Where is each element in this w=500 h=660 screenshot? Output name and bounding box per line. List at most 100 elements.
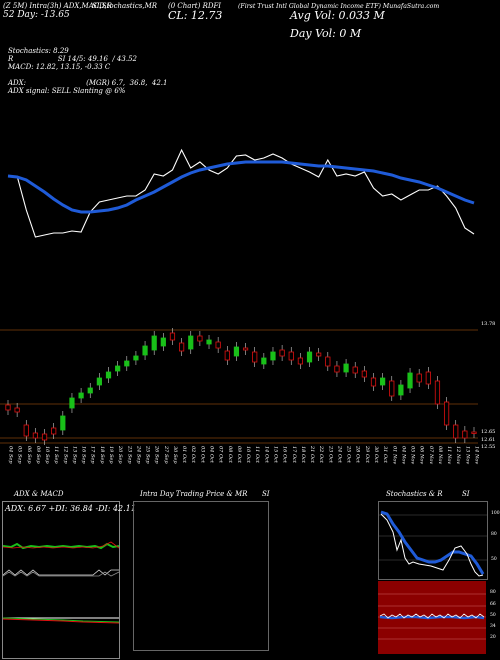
candle: [261, 357, 267, 365]
date-tick-label: 11 Nov: [446, 446, 452, 464]
stoch-tick-100: 100: [491, 511, 500, 516]
date-tick-label: 30 Oct: [373, 446, 379, 464]
close-price: CL: 12.73: [168, 9, 223, 22]
date-tick-label: 26 Sep: [154, 445, 160, 464]
candle: [316, 352, 322, 357]
price-line: [8, 148, 475, 238]
date-axis: 04 Sep 05 Sep 06 Sep 09 Sep 10 Sep 11 Sep 12 S…: [8, 445, 480, 464]
date-tick-label: 13 Nov: [464, 446, 470, 464]
date-tick-label: 20 Sep: [117, 445, 123, 464]
stochastics-line-chart: [7, 148, 475, 238]
candle: [325, 356, 331, 367]
date-tick-label: 03 Oct: [199, 446, 205, 464]
stock-code: (0 Chart) RDFI: [168, 2, 222, 10]
intraday-panel: [133, 501, 269, 651]
rsi-tag: SI,Stochastics,MR: [92, 2, 158, 10]
date-tick-label: 08 Nov: [437, 446, 443, 464]
candle: [160, 337, 166, 347]
candle: [41, 433, 48, 441]
candle: [188, 335, 194, 350]
date-tick-label: 04 Oct: [209, 446, 215, 464]
chart-meta: (Z 5M) Intra(3h) ADX,MACD,R: [3, 2, 112, 10]
date-tick-label: 09 Sep: [35, 446, 41, 464]
price-label-4: 12.55: [481, 444, 495, 450]
date-tick-label: 09 Oct: [236, 446, 242, 464]
date-tick-label: 04 Nov: [400, 446, 406, 464]
candle: [23, 424, 29, 437]
candle: [215, 341, 221, 349]
date-tick-label: 14 Nov: [474, 446, 480, 464]
date-tick-label: 24 Oct: [336, 445, 342, 464]
candle: [105, 371, 112, 379]
candle: [224, 350, 230, 361]
rsi-tick-34: 34: [490, 624, 496, 629]
candle: [78, 392, 84, 399]
date-tick-label: 02 Oct: [190, 446, 196, 464]
main-chart: 04 Sep 05 Sep 06 Sep 09 Sep 10 Sep 11 Sep 12 S…: [0, 148, 495, 464]
date-tick-label: 10 Oct: [245, 446, 251, 464]
candle: [306, 351, 313, 363]
date-tick-label: 06 Sep: [26, 446, 32, 464]
candle: [398, 384, 404, 396]
stochastics-panel: 100 80 50: [378, 501, 500, 580]
date-tick-label: 16 Sep: [81, 446, 87, 464]
candle: [252, 351, 258, 363]
date-tick-label: 05 Sep: [17, 446, 23, 464]
date-tick-label: 31 Oct: [382, 446, 388, 464]
candle: [115, 365, 121, 372]
day-change: 52 Day: -13.65: [3, 10, 70, 20]
intraday-si-label: SI: [262, 490, 270, 498]
date-tick-label: 22 Oct: [318, 445, 324, 464]
rsi-panel: 80 66 50 34 20: [378, 581, 496, 654]
candle: [87, 387, 93, 394]
candle: [14, 407, 20, 413]
date-tick-label: 29 Oct: [364, 445, 370, 464]
date-tick-label: 19 Sep: [108, 446, 114, 464]
date-tick-label: 08 Oct: [227, 446, 233, 464]
date-tick-label: 05 Nov: [410, 446, 416, 464]
stoch-si-label: SI: [462, 490, 470, 498]
candle: [407, 372, 413, 389]
candle: [380, 377, 386, 386]
date-tick-label: 12 Nov: [455, 446, 461, 464]
date-tick-label: 24 Sep: [135, 445, 141, 464]
date-tick-label: 11 Oct: [254, 446, 260, 464]
date-tick-label: 18 Sep: [99, 446, 105, 464]
candle: [197, 335, 203, 342]
adx-panel-title: ADX & MACD: [14, 490, 64, 498]
avg-volume: Avg Vol: 0.033 M: [290, 9, 385, 22]
candle: [5, 404, 11, 411]
rsi-readout: R SI 14/5: 49.16 / 43.52: [8, 55, 137, 63]
candle: [334, 365, 340, 373]
date-tick-label: 16 Oct: [282, 446, 288, 464]
candle: [51, 427, 57, 435]
candle: [343, 363, 349, 373]
candle: [453, 424, 459, 439]
candle: [297, 357, 303, 365]
candle: [242, 347, 249, 351]
date-tick-label: 07 Oct: [218, 446, 224, 464]
candle: [233, 346, 240, 357]
date-tick-label: 14 Oct: [263, 446, 269, 464]
candle: [206, 339, 212, 345]
date-tick-label: 07 Nov: [428, 446, 434, 464]
candle: [389, 380, 395, 397]
intraday-panel-title: Intra Day Trading Price & MR: [140, 490, 248, 498]
date-tick-label: 11 Sep: [53, 446, 59, 464]
candle: [96, 377, 102, 386]
candle: [352, 366, 358, 374]
date-tick-label: 18 Oct: [300, 446, 306, 464]
date-tick-label: 23 Sep: [126, 445, 132, 464]
candle: [434, 380, 441, 405]
candle: [60, 415, 66, 431]
rsi-tick-20: 20: [490, 635, 496, 640]
date-tick-label: 06 Nov: [419, 446, 425, 464]
company-name: (First Trust Intl Global Dynamic Income …: [238, 3, 440, 10]
candle: [179, 342, 185, 352]
adx-signal: ADX signal: SELL Slanting @ 6%: [8, 87, 126, 95]
candle: [425, 371, 431, 385]
candle: [361, 370, 367, 378]
date-tick-label: 28 Oct: [355, 445, 361, 464]
date-tick-label: 30 Sep: [172, 446, 178, 464]
candle: [279, 349, 285, 357]
